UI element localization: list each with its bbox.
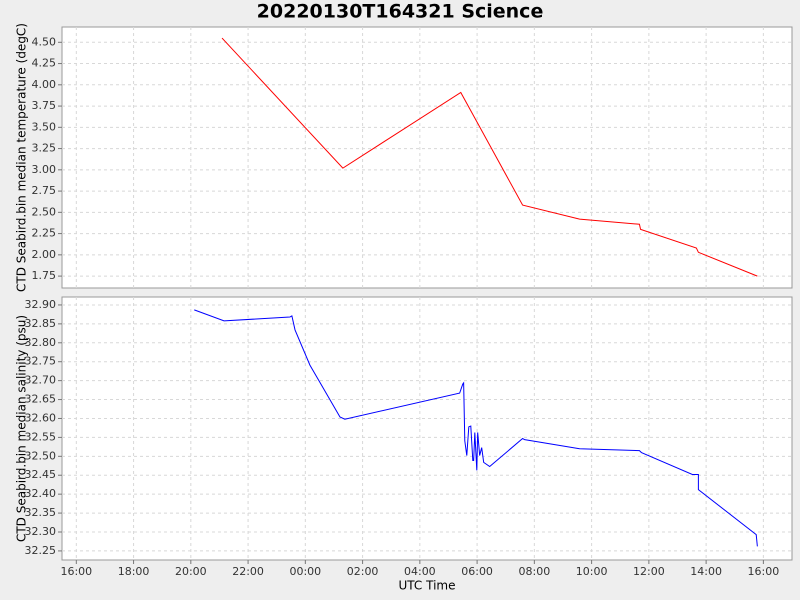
data-line xyxy=(194,309,758,547)
y-tick-label: 32.40 xyxy=(25,487,57,500)
y-tick-label: 32.35 xyxy=(25,506,57,519)
y-tick-label: 32.90 xyxy=(25,298,57,311)
y-tick-label: 2.50 xyxy=(32,205,57,218)
y-tick-label: 32.45 xyxy=(25,468,57,481)
y-tick-label: 32.30 xyxy=(25,525,57,538)
x-tick-label: 20:00 xyxy=(175,565,207,578)
x-tick-label: 18:00 xyxy=(118,565,150,578)
y-tick-label: 32.75 xyxy=(25,355,57,368)
y-tick-label: 32.65 xyxy=(25,393,57,406)
y-tick-label: 4.50 xyxy=(32,35,57,48)
data-line xyxy=(221,37,758,277)
x-tick-label: 06:00 xyxy=(461,565,493,578)
plot-area xyxy=(61,26,793,289)
x-tick-label: 16:00 xyxy=(60,565,92,578)
plot-area xyxy=(61,296,793,561)
y-tick-label: 4.25 xyxy=(32,57,57,70)
y-tick-label: 32.50 xyxy=(25,449,57,462)
x-axis-label: UTC Time xyxy=(399,579,456,593)
y-tick-label: 3.50 xyxy=(32,120,57,133)
x-tick-label: 04:00 xyxy=(404,565,436,578)
y-tick-label: 3.00 xyxy=(32,163,57,176)
y-tick-label: 2.25 xyxy=(32,227,57,240)
x-tick-label: 14:00 xyxy=(690,565,722,578)
x-tick-label: 08:00 xyxy=(519,565,551,578)
y-tick-label: 32.80 xyxy=(25,336,57,349)
y-tick-label: 32.55 xyxy=(25,430,57,443)
x-tick-label: 12:00 xyxy=(633,565,665,578)
y-axis-label: CTD Seabird.bin median temperature (degC… xyxy=(15,23,29,292)
x-tick-label: 02:00 xyxy=(347,565,379,578)
y-tick-label: 1.75 xyxy=(32,269,57,282)
x-tick-label: 16:00 xyxy=(748,565,780,578)
chart-title: 20220130T164321 Science xyxy=(257,1,544,23)
x-tick-label: 22:00 xyxy=(232,565,264,578)
y-tick-label: 2.75 xyxy=(32,184,57,197)
y-tick-label: 32.60 xyxy=(25,411,57,424)
y-tick-label: 4.00 xyxy=(32,78,57,91)
y-tick-label: 3.75 xyxy=(32,99,57,112)
y-tick-label: 3.25 xyxy=(32,142,57,155)
y-tick-label: 32.25 xyxy=(25,544,57,557)
y-axis-label: CTD Seabird.bin median salinity (psu) xyxy=(15,315,29,542)
y-tick-label: 2.00 xyxy=(32,248,57,261)
y-tick-label: 32.85 xyxy=(25,317,57,330)
x-tick-label: 00:00 xyxy=(289,565,321,578)
x-tick-label: 10:00 xyxy=(576,565,608,578)
y-tick-label: 32.70 xyxy=(25,374,57,387)
